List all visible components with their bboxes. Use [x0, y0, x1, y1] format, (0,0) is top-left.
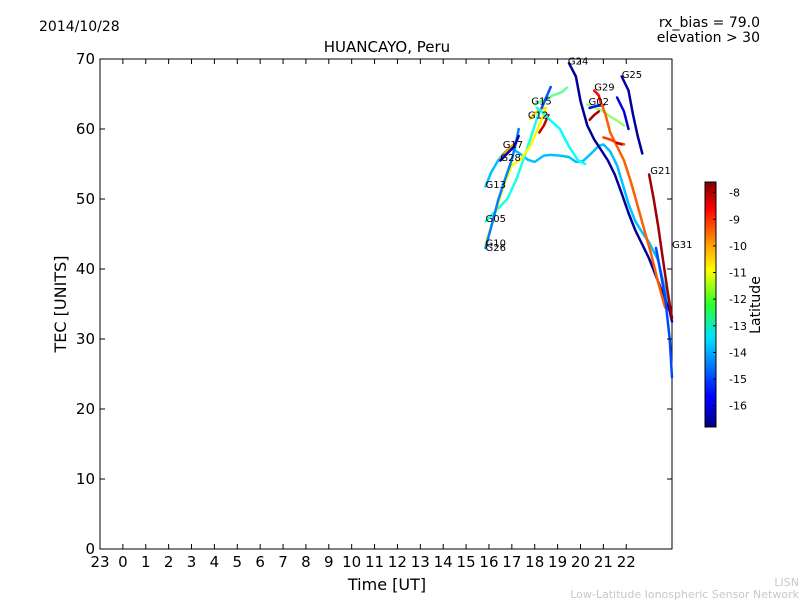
trace-g21	[615, 141, 623, 146]
prn-label-g13: G13	[486, 180, 506, 191]
plot-area	[99, 58, 673, 550]
colorbar-tick-label: -9	[729, 213, 740, 226]
x-tick-label: 15	[457, 553, 476, 571]
x-tick-label: 18	[525, 553, 544, 571]
x-tick-label: 21	[594, 553, 613, 571]
prn-label-g24: G24	[568, 57, 588, 68]
x-tick-label: 20	[571, 553, 590, 571]
colorbar-tick-label: -10	[729, 240, 747, 253]
trace-g25	[620, 75, 644, 155]
y-tick-label: 50	[76, 190, 95, 208]
x-tick-label: 3	[187, 553, 197, 571]
prn-label-g17: G17	[503, 140, 523, 151]
colorbar-tick-label: -12	[729, 293, 747, 306]
colorbar-tick-label: -15	[729, 373, 747, 386]
prn-label-g15: G15	[531, 97, 551, 108]
x-tick-label: 4	[210, 553, 220, 571]
prn-label-g26: G26	[486, 243, 506, 254]
x-axis: 23 0 1 2 3 4 5 6 7 8 9 10 11 12 13 14 15 16 17 18 19 20 21 22	[90, 59, 636, 571]
prn-label-g12: G12	[528, 111, 548, 122]
prn-label-g29: G29	[594, 83, 614, 94]
prn-label-g10: G10	[486, 239, 506, 250]
x-tick-label: 1	[141, 553, 151, 571]
trace-g29b	[599, 101, 667, 309]
prn-label-g02: G02	[589, 97, 609, 108]
y-tick-label: 70	[76, 50, 95, 68]
chart-title: HUANCAYO, Peru	[324, 38, 450, 56]
y-tick-label: 0	[85, 540, 95, 558]
x-tick-label: 23	[90, 553, 109, 571]
x-axis-label: Time [UT]	[347, 575, 426, 594]
elevation-label: elevation > 30	[657, 30, 760, 46]
trace-g12b	[538, 113, 550, 134]
trace-group	[484, 61, 674, 379]
rx-bias-label: rx_bias = 79.0	[659, 15, 760, 31]
y-tick-label: 20	[76, 400, 95, 418]
trace-g15b	[540, 85, 552, 110]
x-tick-label: 19	[548, 553, 567, 571]
trace-g02c	[588, 110, 601, 122]
y-axis: 0 10 20 30 40 50 60 70	[76, 50, 672, 558]
colorbar-tick-label: -16	[729, 400, 747, 413]
x-tick-label: 16	[479, 553, 498, 571]
x-tick-label: 17	[502, 553, 521, 571]
colorbar-ticks: -8 -9 -10 -11 -12 -13 -14 -15 -16	[713, 187, 747, 413]
x-tick-label: 22	[617, 553, 636, 571]
x-tick-label: 14	[434, 553, 453, 571]
x-tick-label: 5	[233, 553, 243, 571]
prn-label-g28: G28	[500, 153, 520, 164]
prn-label-g21: G21	[650, 166, 670, 177]
prn-label-group: G24 G25 G29 G15 G02 G12 G17 G28 G21 G13 G05 G31 G10G…	[486, 57, 693, 254]
x-tick-label: 9	[324, 553, 334, 571]
trace-g31	[654, 246, 674, 379]
x-tick-label: 6	[255, 553, 265, 571]
trace-g28	[499, 134, 520, 162]
trace-g25b	[615, 96, 630, 131]
prn-label-g31: G31	[672, 240, 692, 251]
colorbar-tick-label: -13	[729, 320, 747, 333]
y-axis-label: TEC [UNITS]	[51, 256, 70, 354]
y-tick-label: 60	[76, 120, 95, 138]
y-tick-label: 10	[76, 470, 95, 488]
y-tick-label: 40	[76, 260, 95, 278]
trace-g17	[499, 143, 516, 161]
trace-g21b	[647, 173, 674, 320]
x-tick-label: 13	[411, 553, 430, 571]
x-tick-label: 7	[278, 553, 288, 571]
colorbar-tick-label: -8	[729, 187, 740, 200]
x-tick-label: 11	[365, 553, 384, 571]
footer-network: Low-Latitude Ionospheric Sensor Network	[570, 588, 799, 600]
x-tick-label: 8	[301, 553, 311, 571]
x-tick-label: 0	[118, 553, 128, 571]
footer-lisn: LISN	[774, 576, 799, 589]
trace-g15	[533, 86, 569, 106]
x-tick-label: 2	[164, 553, 174, 571]
x-tick-label: 12	[388, 553, 407, 571]
colorbar-tick-label: -14	[729, 346, 747, 359]
x-tick-label: 10	[342, 553, 361, 571]
prn-label-g25: G25	[622, 70, 642, 81]
trace-g12c	[535, 106, 587, 166]
date-label: 2014/10/28	[39, 19, 120, 35]
y-tick-label: 30	[76, 330, 95, 348]
prn-label-g05: G05	[486, 214, 506, 225]
colorbar-tick-label: -11	[729, 267, 747, 280]
colorbar	[704, 181, 717, 428]
colorbar-label: Latitude	[748, 276, 764, 334]
